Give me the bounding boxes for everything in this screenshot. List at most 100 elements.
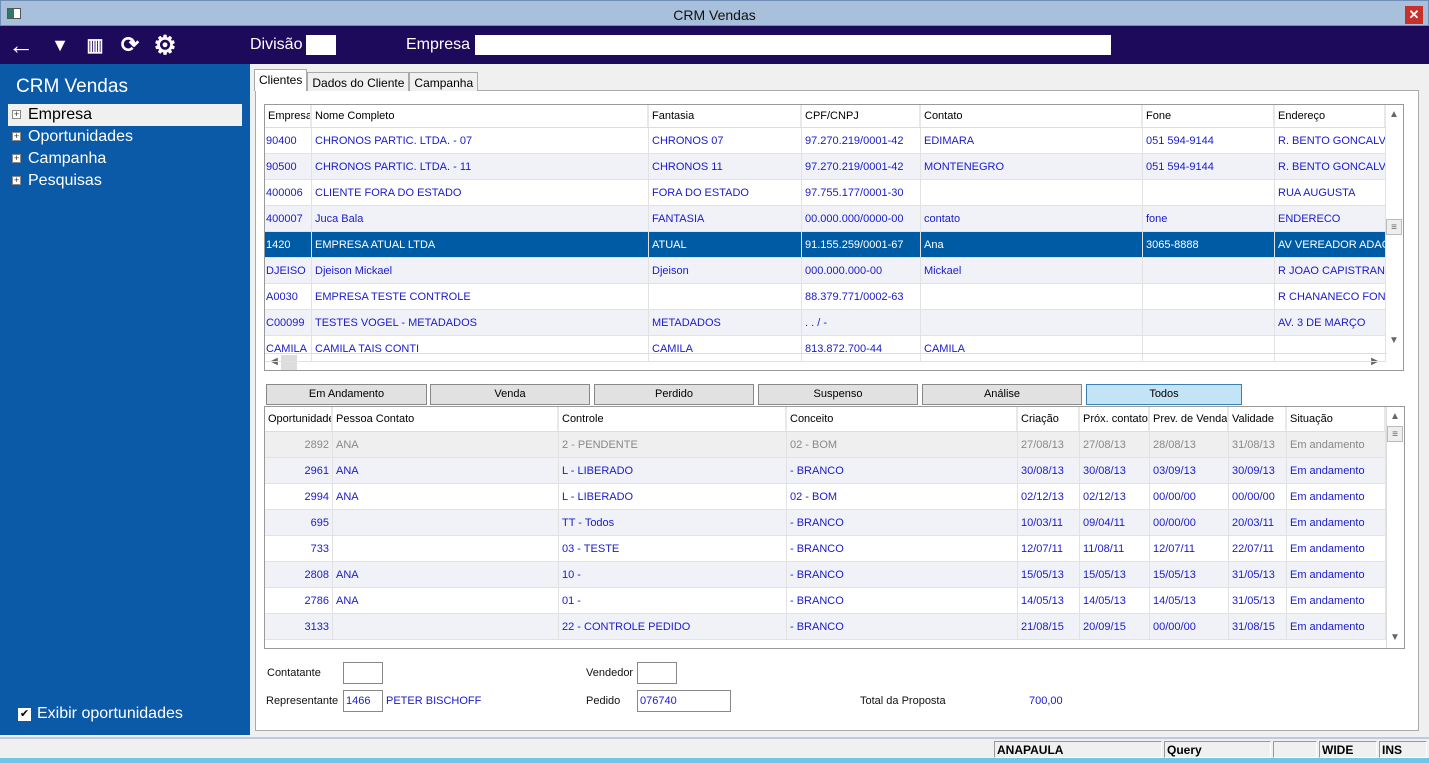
table-cell: 400006 <box>265 180 312 205</box>
table-row[interactable]: 3133 22 - CONTROLE PEDIDO - BRANCO 21/08/1… <box>265 614 1386 640</box>
vendedor-input[interactable] <box>637 662 677 684</box>
table-row[interactable]: 2994 ANA L - LIBERADO 02 - BOM 02/12/13 02/12… <box>265 484 1386 510</box>
expand-icon[interactable]: + <box>12 175 21 185</box>
representante-code-input[interactable]: 1466 <box>343 690 383 712</box>
filter-button-perdido[interactable]: Perdido <box>594 384 754 405</box>
column-header[interactable]: Controle <box>559 407 787 431</box>
column-header[interactable]: Prev. de Venda <box>1150 407 1229 431</box>
table-row[interactable]: CAMILA CAMILA TAIS CONTI CAMILA 813.872.700… <box>265 336 1386 362</box>
table-row[interactable]: C00099 TESTES VOGEL - METADADOS METADADOS … <box>265 310 1386 336</box>
expand-icon[interactable]: + <box>12 131 21 141</box>
column-header[interactable]: Endereço <box>1275 105 1386 127</box>
status-user: ANAPAULA <box>994 741 1162 758</box>
sidebar-item-pesquisas[interactable]: + Pesquisas <box>8 170 242 192</box>
table-row[interactable]: 733 03 - TESTE - BRANCO 12/07/11 11/08/11 12… <box>265 536 1386 562</box>
column-header[interactable]: Próx. contato <box>1080 407 1150 431</box>
table-cell: Djeison <box>649 258 802 283</box>
table-cell: Juca Bala <box>312 206 649 231</box>
refresh-icon[interactable]: ⟳ <box>120 34 140 57</box>
table-cell: ANA <box>333 432 559 457</box>
table-cell: CHRONOS PARTIC. LTDA. - 07 <box>312 128 649 153</box>
column-header[interactable]: Pessoa Contato <box>333 407 559 431</box>
scroll-down-icon[interactable]: ▼ <box>1389 335 1399 346</box>
scroll-up-icon[interactable]: ▲ <box>1390 411 1400 422</box>
column-header[interactable]: Empresa <box>265 105 312 127</box>
expand-icon[interactable]: + <box>12 153 21 163</box>
tab-clientes[interactable]: Clientes <box>254 69 308 91</box>
table-cell: METADADOS <box>649 310 802 335</box>
column-header[interactable]: Fantasia <box>649 105 802 127</box>
table-cell: ANA <box>333 562 559 587</box>
column-header[interactable]: Fone <box>1143 105 1275 127</box>
column-header[interactable]: CPF/CNPJ <box>802 105 921 127</box>
table-row[interactable]: 2808 ANA 10 - - BRANCO 15/05/13 15/05/13 15/0… <box>265 562 1386 588</box>
status-ins: INS <box>1379 741 1427 758</box>
table-row[interactable]: 2786 ANA 01 - - BRANCO 14/05/13 14/05/13 14/0… <box>265 588 1386 614</box>
tab-campanha[interactable]: Campanha <box>409 72 479 91</box>
table-cell: 051 594-9144 <box>1143 154 1275 179</box>
table-cell: 3065-8888 <box>1143 232 1275 257</box>
table-cell: 00/00/00 <box>1150 614 1229 639</box>
table-row[interactable]: 90400 CHRONOS PARTIC. LTDA. - 07 CHRONOS 0… <box>265 128 1386 154</box>
representante-label: Representante <box>266 695 339 707</box>
table-row[interactable]: DJEISO Djeison Mickael Djeison 000.000.000-… <box>265 258 1386 284</box>
column-header[interactable]: Conceito <box>787 407 1018 431</box>
filter-button-emandamento[interactable]: Em Andamento <box>266 384 427 405</box>
column-header[interactable]: Situação <box>1287 407 1386 431</box>
table-cell: AV VEREADOR ADAO F <box>1275 232 1386 257</box>
table-row[interactable]: 90500 CHRONOS PARTIC. LTDA. - 11 CHRONOS 1… <box>265 154 1386 180</box>
tab-dados-do-cliente[interactable]: Dados do Cliente <box>307 72 410 91</box>
expand-icon[interactable]: + <box>12 109 21 119</box>
table-cell: 31/08/15 <box>1229 614 1287 639</box>
table-row[interactable]: 695 TT - Todos - BRANCO 10/03/11 09/04/11 00… <box>265 510 1386 536</box>
vertical-scrollbar[interactable]: ▲ ≡ ▼ <box>1386 407 1404 648</box>
pedido-input[interactable]: 076740 <box>637 690 731 712</box>
filter-button-anlise[interactable]: Análise <box>922 384 1082 405</box>
divisao-input[interactable] <box>306 35 336 55</box>
toolbar: ← ▼ ▥ ⟳ ⚙ Divisão Empresa <box>0 26 1429 64</box>
table-cell: 31/08/13 <box>1229 432 1287 457</box>
column-header[interactable]: Validade <box>1229 407 1287 431</box>
table-cell: 400007 <box>265 206 312 231</box>
table-row[interactable]: 2961 ANA L - LIBERADO - BRANCO 30/08/13 30/0… <box>265 458 1386 484</box>
table-cell: R JOAO CAPISTRANO <box>1275 258 1386 283</box>
scroll-thumb[interactable]: ≡ <box>1387 426 1403 442</box>
vertical-scrollbar[interactable]: ▲ ≡ ▼ <box>1385 105 1403 353</box>
scroll-down-icon[interactable]: ▼ <box>1390 632 1400 643</box>
filter-button-todos[interactable]: Todos <box>1086 384 1242 405</box>
sidebar-item-campanha[interactable]: + Campanha <box>8 148 242 170</box>
table-row[interactable]: 400006 CLIENTE FORA DO ESTADO FORA DO ESTA… <box>265 180 1386 206</box>
exibir-oportunidades-checkbox[interactable]: ✔ Exibir oportunidades <box>18 705 183 723</box>
column-header[interactable]: Nome Completo <box>312 105 649 127</box>
filter-button-suspenso[interactable]: Suspenso <box>758 384 918 405</box>
table-row[interactable] <box>265 640 1386 648</box>
sidebar-item-empresa[interactable]: + Empresa <box>8 104 242 126</box>
back-arrow-icon[interactable]: ← <box>8 34 34 58</box>
close-icon[interactable]: ✕ <box>1405 6 1423 24</box>
contatante-input[interactable] <box>343 662 383 684</box>
sidebar-item-oportunidades[interactable]: + Oportunidades <box>8 126 242 148</box>
table-cell <box>921 310 1143 335</box>
gear-icon[interactable]: ⚙ <box>153 34 177 58</box>
column-header[interactable]: Criação <box>1018 407 1080 431</box>
scroll-up-icon[interactable]: ▲ <box>1389 109 1399 120</box>
filter-button-venda[interactable]: Venda <box>430 384 590 405</box>
total-proposta-label: Total da Proposta <box>860 695 946 707</box>
empresa-input[interactable] <box>475 35 1111 55</box>
table-row[interactable]: 1420 EMPRESA ATUAL LTDA ATUAL 91.155.259/00… <box>265 232 1386 258</box>
table-cell: 30/08/13 <box>1018 458 1080 483</box>
scroll-thumb[interactable]: ≡ <box>1386 219 1402 235</box>
table-row[interactable]: 400007 Juca Bala FANTASIA 00.000.000/0000-0… <box>265 206 1386 232</box>
table-cell: 20/09/15 <box>1080 614 1150 639</box>
scroll-thumb[interactable] <box>281 355 297 370</box>
column-header[interactable]: Oportunidade <box>265 407 333 431</box>
filter-icon[interactable]: ▼ <box>51 35 69 55</box>
sidebar-item-label: Campanha <box>28 150 107 167</box>
column-header[interactable]: Contato <box>921 105 1143 127</box>
table-row[interactable]: 2892 ANA 2 - PENDENTE 02 - BOM 27/08/13 27/08… <box>265 432 1386 458</box>
trash-icon[interactable]: ▥ <box>86 35 104 55</box>
table-cell: 14/05/13 <box>1150 588 1229 613</box>
table-row[interactable]: A0030 EMPRESA TESTE CONTROLE 88.379.771/00… <box>265 284 1386 310</box>
table-cell: RUA AUGUSTA <box>1275 180 1386 205</box>
checkmark-icon[interactable]: ✔ <box>18 708 31 721</box>
